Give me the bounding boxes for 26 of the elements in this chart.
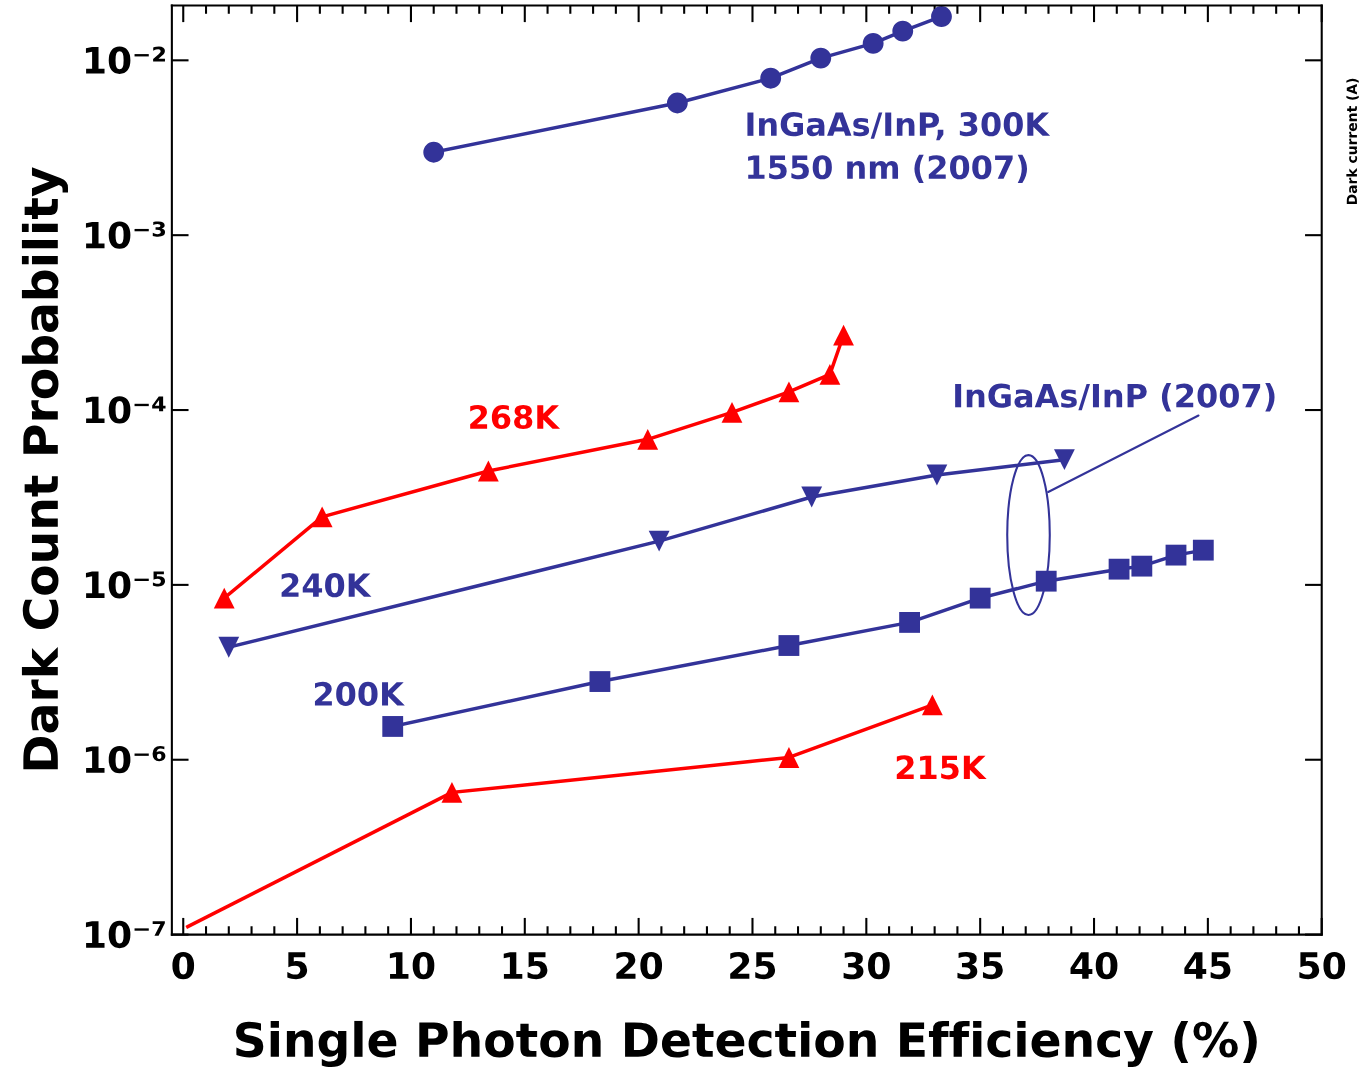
y-tick-label: 10⁻⁴ [85, 396, 166, 424]
y-tick-label: 10⁻² [85, 46, 165, 74]
y-tick-label: 10⁻³ [85, 221, 166, 249]
x-tick-label: 50 [1299, 951, 1346, 980]
x-tick-label: 30 [843, 951, 890, 980]
annotation: 215K [896, 755, 987, 780]
x-tick-label: 35 [957, 951, 1003, 980]
x-axis-title: Single Photon Detection Efficiency (%) [236, 1020, 1257, 1067]
x-tick-label: 10 [389, 951, 435, 980]
x-tick-label: 25 [730, 951, 776, 980]
annotation: 200K [314, 681, 405, 706]
y-axis-title: Dark Count Probability [21, 167, 68, 770]
y-tick-label: 10⁻⁵ [85, 571, 166, 599]
annotation: 240K [281, 573, 372, 598]
x-tick-label: 0 [172, 951, 195, 980]
x-tick-label: 15 [503, 952, 548, 980]
text: Dark current (A) [1346, 78, 1359, 205]
annotation: 268K [470, 404, 561, 430]
x-tick-label: 40 [1070, 951, 1118, 980]
y-tick-label: 10⁻⁷ [85, 920, 165, 949]
x-tick-label: 45 [1184, 952, 1231, 980]
x-tick-label: 5 [287, 952, 308, 980]
annotation: InGaAs/InP, 300K 1550 nm (2007) [747, 112, 1051, 184]
annotation: InGaAs/InP (2007) [955, 383, 1275, 412]
y-tick-label: 10⁻⁶ [85, 745, 166, 774]
x-tick-label: 20 [616, 951, 663, 980]
